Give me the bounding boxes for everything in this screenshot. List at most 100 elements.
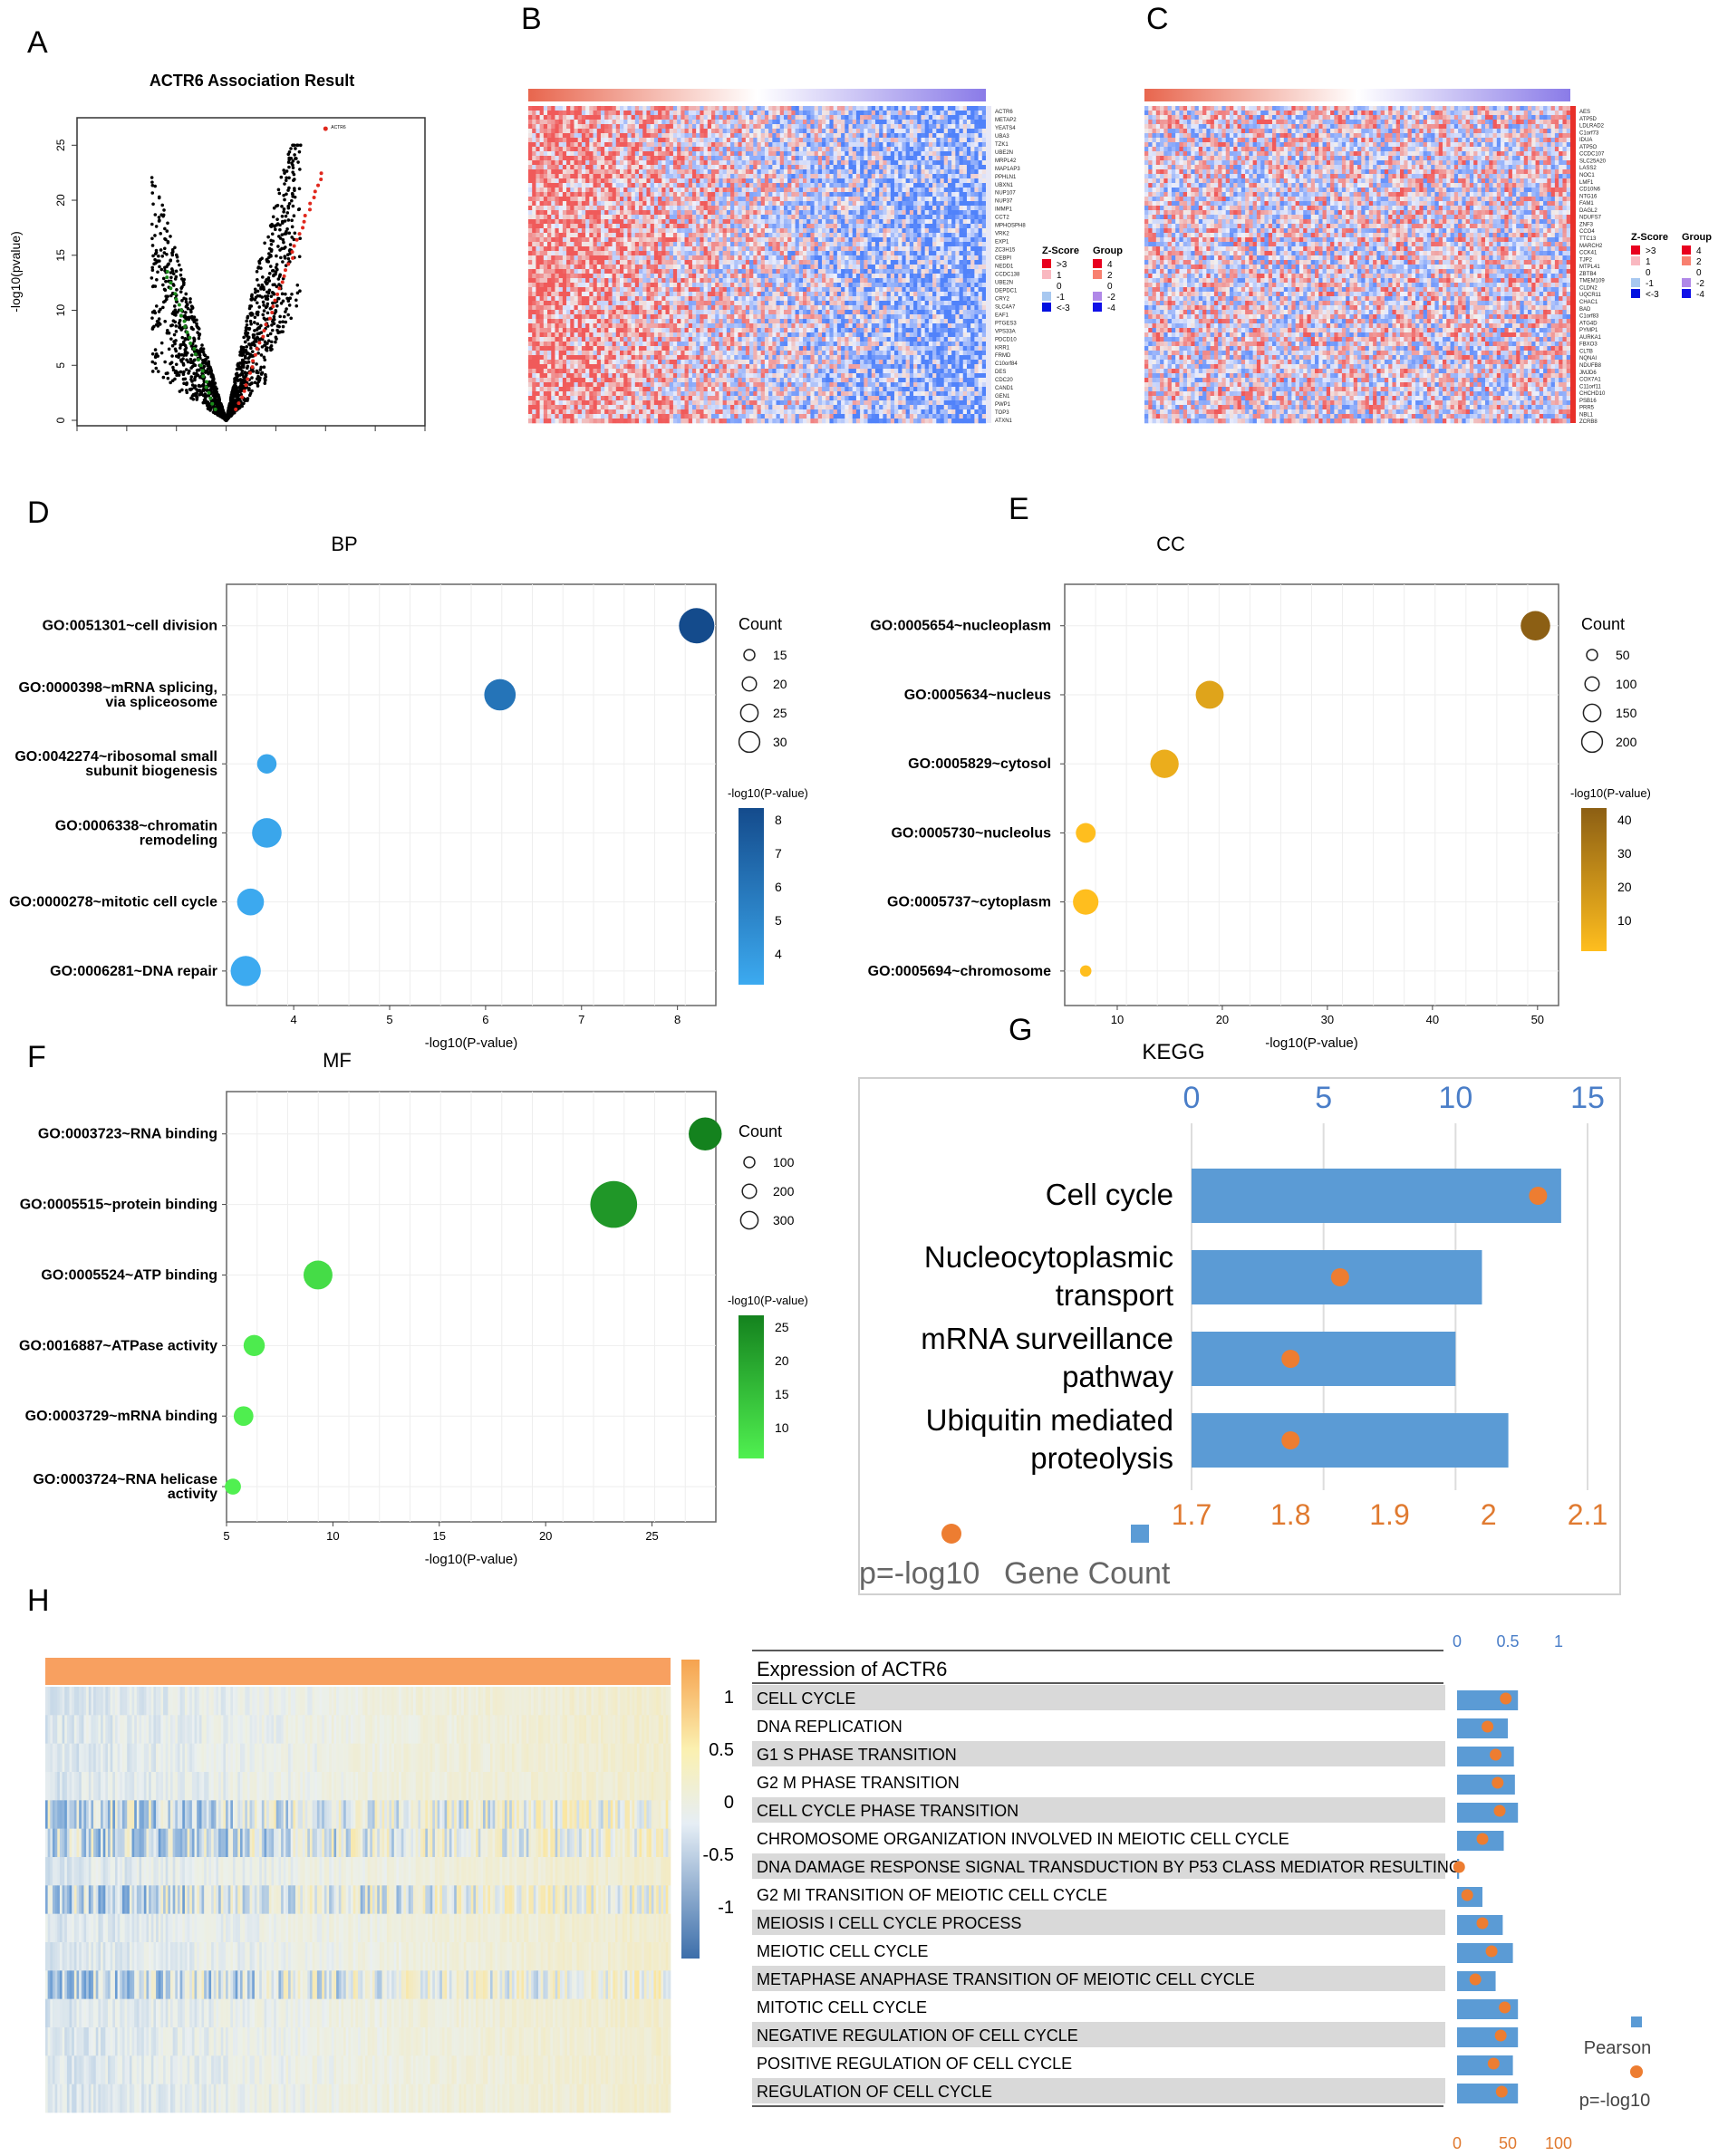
heatmap-cell (803, 183, 807, 188)
heatmap-cell (574, 120, 579, 125)
heatmap-cell (558, 215, 564, 220)
heatmap-cell (886, 120, 892, 125)
heatmap-cell (547, 115, 552, 120)
volcano-point (153, 184, 157, 188)
heatmap-cell (852, 210, 857, 216)
heatmap-cell (749, 188, 754, 193)
heatmap-cell (852, 106, 857, 111)
heatmap-cell (833, 183, 838, 188)
heatmap-cell (661, 192, 666, 197)
heatmap-cell (700, 133, 704, 139)
heatmap-cell (886, 201, 892, 207)
heatmap-cell (810, 151, 815, 157)
heatmap-cell (585, 156, 590, 161)
heatmap-cell (555, 156, 559, 161)
heatmap-cell (981, 169, 987, 175)
heatmap-cell (684, 197, 690, 202)
heatmap-cell (978, 138, 983, 143)
heatmap-cell (776, 197, 781, 202)
heatmap-cell (738, 156, 742, 161)
heatmap-cell (631, 111, 636, 116)
heatmap-cell (902, 178, 906, 184)
heatmap-cell (539, 174, 545, 179)
heatmap-cell (902, 188, 906, 193)
heatmap-cell (932, 115, 937, 120)
heatmap-cell (639, 142, 643, 148)
heatmap-cell (894, 201, 899, 207)
heatmap-cell (932, 120, 937, 125)
heatmap-cell (547, 210, 552, 216)
heatmap-cell (943, 156, 949, 161)
heatmap-cell (711, 192, 716, 197)
heatmap-cell (772, 169, 777, 175)
volcano-point (242, 375, 246, 379)
heatmap-cell (783, 115, 788, 120)
heatmap-cell (608, 210, 613, 216)
heatmap-cell (860, 165, 864, 170)
volcano-point (256, 265, 261, 269)
heatmap-cell (928, 151, 933, 157)
heatmap-cell (566, 210, 571, 216)
heatmap-cell (803, 201, 807, 207)
heatmap-cell (532, 142, 536, 148)
heatmap-cell (543, 169, 548, 175)
heatmap-cell (928, 165, 933, 170)
heatmap-cell (539, 160, 545, 166)
heatmap-cell (612, 219, 617, 225)
volcano-point (297, 149, 302, 154)
heatmap-cell (836, 120, 842, 125)
heatmap-cell (928, 156, 933, 161)
heatmap-cell (852, 178, 857, 184)
heatmap-cell (642, 183, 647, 188)
volcano-point (202, 364, 207, 369)
heatmap-cell (555, 197, 559, 202)
volcano-point-pos (234, 407, 238, 411)
heatmap-cell (570, 219, 574, 225)
heatmap-cell (570, 133, 574, 139)
volcano-point (239, 348, 244, 351)
heatmap-cell (822, 174, 826, 179)
volcano-point (253, 343, 256, 348)
volcano-point (253, 315, 257, 320)
heatmap-cell (589, 138, 594, 143)
volcano-point (293, 153, 296, 157)
heatmap-cell (883, 197, 887, 202)
heatmap-cell (753, 192, 758, 197)
heatmap-cell (917, 188, 922, 193)
heatmap-cell (653, 178, 659, 184)
heatmap-cell (719, 133, 723, 139)
heatmap-cell (855, 133, 861, 139)
volcano-point (243, 354, 247, 359)
heatmap-cell (959, 160, 964, 166)
heatmap-cell (943, 210, 949, 216)
heatmap-cell (608, 138, 613, 143)
heatmap-cell (741, 120, 747, 125)
heatmap-cell (707, 142, 712, 148)
heatmap-cell (658, 197, 662, 202)
heatmap-cell (886, 210, 892, 216)
heatmap-cell (719, 201, 723, 207)
heatmap-cell (738, 111, 742, 116)
heatmap-cell (806, 120, 811, 125)
heatmap-cell (772, 215, 777, 220)
heatmap-cell (661, 219, 666, 225)
heatmap-cell (726, 215, 731, 220)
heatmap-cell (833, 192, 838, 197)
volcano-point (236, 362, 240, 367)
heatmap-cell (574, 178, 579, 184)
heatmap-cell (776, 219, 781, 225)
heatmap-cell (719, 197, 723, 202)
heatmap-cell (932, 138, 937, 143)
heatmap-cell (722, 169, 728, 175)
volcano-point (290, 198, 294, 203)
heatmap-cell (543, 215, 548, 220)
heatmap-cell (787, 183, 792, 188)
heatmap-cell (749, 124, 754, 130)
volcano-point-pos (319, 171, 323, 176)
heatmap-cell (684, 111, 690, 116)
heatmap-cell (776, 206, 781, 211)
heatmap-cell (978, 206, 983, 211)
heatmap-cell (917, 183, 922, 188)
heatmap-cell (665, 133, 671, 139)
heatmap-cell (753, 215, 758, 220)
